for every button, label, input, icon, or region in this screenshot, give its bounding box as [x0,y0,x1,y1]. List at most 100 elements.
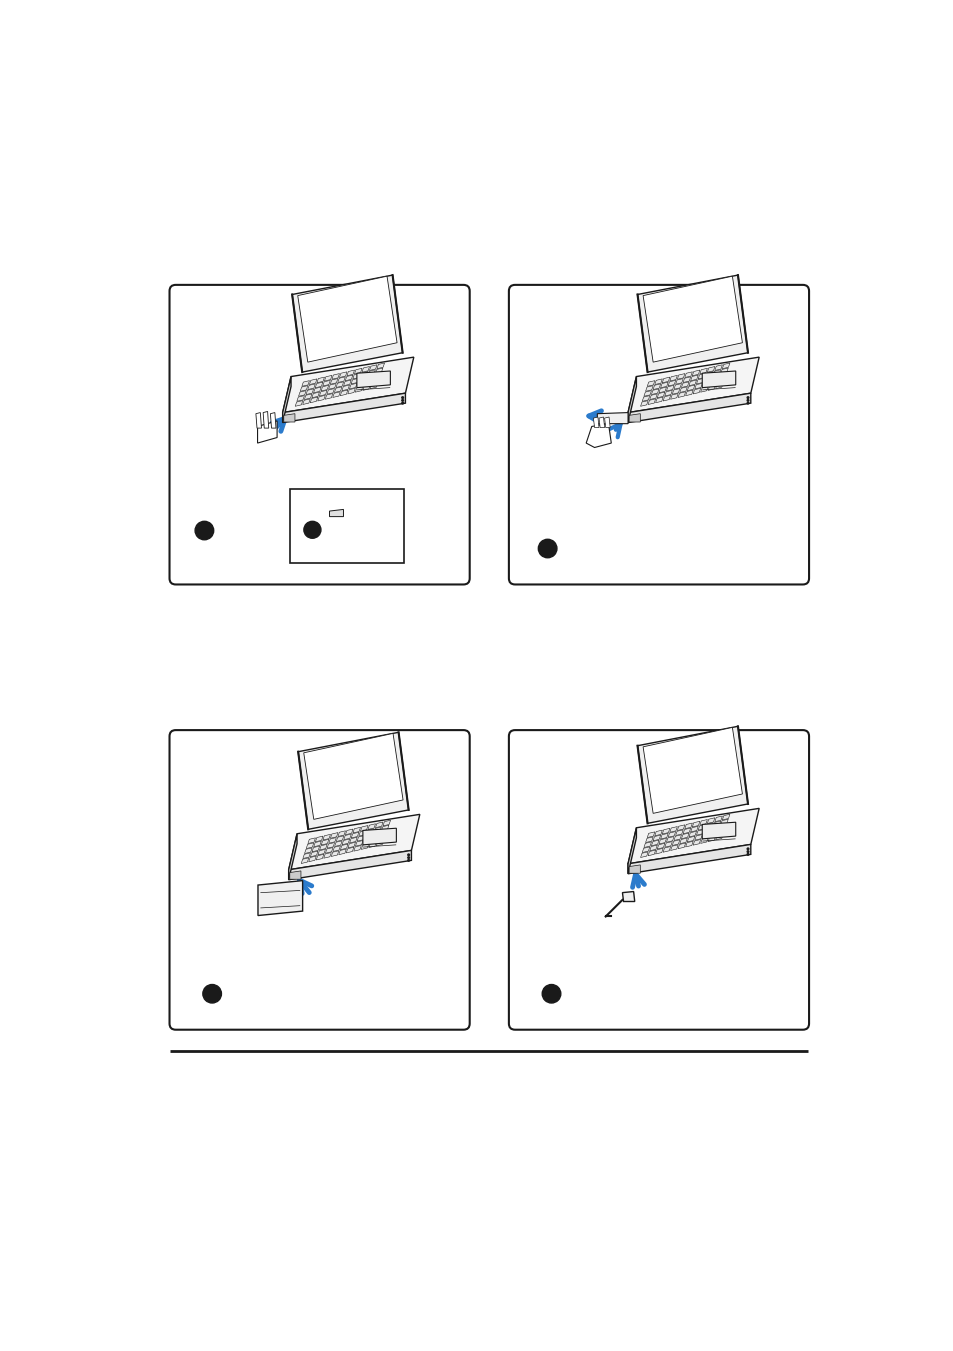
Polygon shape [684,823,692,828]
Polygon shape [701,832,709,839]
Polygon shape [282,357,414,412]
Polygon shape [362,828,395,844]
Polygon shape [673,384,680,389]
Polygon shape [310,397,317,403]
Polygon shape [333,846,340,851]
Polygon shape [678,392,685,397]
Polygon shape [661,377,669,382]
Polygon shape [698,824,705,831]
Polygon shape [358,377,366,382]
Polygon shape [302,399,310,404]
Polygon shape [675,830,682,835]
Polygon shape [304,394,312,400]
Polygon shape [669,376,677,381]
Polygon shape [382,820,390,825]
Polygon shape [657,392,664,397]
Polygon shape [715,834,722,840]
Polygon shape [682,377,690,382]
Polygon shape [706,366,714,373]
Polygon shape [315,836,323,842]
Polygon shape [283,413,294,422]
Polygon shape [694,835,701,840]
Polygon shape [703,828,711,834]
Polygon shape [627,808,759,863]
Polygon shape [314,388,321,393]
Polygon shape [368,370,375,376]
Polygon shape [323,852,331,858]
Polygon shape [370,382,377,389]
Polygon shape [670,844,678,851]
Polygon shape [694,384,701,389]
Polygon shape [348,842,355,848]
Polygon shape [358,831,366,836]
Polygon shape [680,834,688,839]
Polygon shape [347,370,355,376]
Polygon shape [684,372,692,377]
Polygon shape [593,417,598,427]
Polygon shape [308,838,315,843]
Polygon shape [719,824,726,830]
Polygon shape [628,865,639,873]
Polygon shape [372,832,379,838]
Polygon shape [627,357,759,412]
Polygon shape [705,372,713,377]
Polygon shape [666,385,674,390]
Polygon shape [346,847,354,852]
Polygon shape [362,839,370,844]
Polygon shape [314,842,321,847]
Polygon shape [315,854,323,861]
Polygon shape [377,835,385,840]
Polygon shape [688,831,696,838]
Polygon shape [263,412,269,428]
Polygon shape [381,825,389,831]
Polygon shape [364,380,372,385]
Polygon shape [701,381,709,388]
Polygon shape [329,838,336,843]
Polygon shape [700,838,707,843]
Polygon shape [312,392,319,397]
Polygon shape [672,840,679,846]
Polygon shape [721,815,729,820]
Circle shape [746,854,748,855]
Polygon shape [321,385,328,390]
Polygon shape [333,392,340,397]
Circle shape [537,539,557,558]
Polygon shape [637,727,747,823]
Polygon shape [345,376,353,381]
Polygon shape [700,369,707,374]
Polygon shape [335,386,341,393]
Polygon shape [662,847,670,852]
Polygon shape [331,851,338,857]
Polygon shape [374,373,381,378]
Circle shape [304,521,320,538]
Polygon shape [306,843,314,848]
Circle shape [401,397,403,399]
Polygon shape [316,377,324,382]
Polygon shape [672,389,679,394]
Polygon shape [321,839,329,844]
Polygon shape [319,390,327,396]
Polygon shape [664,842,672,847]
Circle shape [401,403,403,404]
Polygon shape [330,378,337,384]
Polygon shape [654,378,661,385]
Polygon shape [690,827,698,832]
Polygon shape [351,832,358,838]
Polygon shape [308,384,315,389]
Polygon shape [642,276,741,362]
Polygon shape [356,835,364,842]
Polygon shape [297,276,396,362]
Polygon shape [637,276,747,372]
Polygon shape [639,852,647,858]
Polygon shape [351,378,358,384]
Polygon shape [720,367,727,374]
Polygon shape [317,396,325,401]
Polygon shape [686,385,694,390]
Circle shape [401,400,403,401]
Polygon shape [649,394,657,400]
Polygon shape [303,734,402,819]
Polygon shape [362,385,370,390]
Polygon shape [673,835,680,840]
Polygon shape [324,376,332,381]
Polygon shape [366,828,374,835]
